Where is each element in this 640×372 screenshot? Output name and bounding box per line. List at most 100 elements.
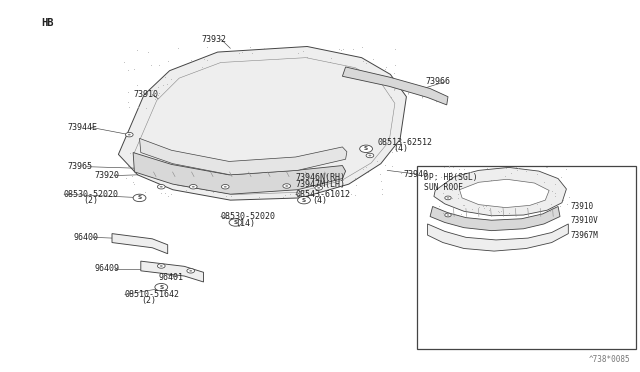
Point [134, 142, 145, 148]
Point [453, 195, 463, 201]
Point [236, 49, 246, 55]
Text: 73910: 73910 [133, 90, 158, 99]
Text: S: S [234, 220, 237, 225]
Circle shape [157, 185, 165, 189]
Circle shape [155, 283, 168, 291]
Point [204, 87, 214, 93]
Point [318, 175, 328, 181]
Point [193, 76, 204, 82]
Point [245, 44, 255, 50]
Point [123, 99, 133, 105]
Point [244, 65, 255, 71]
Point [125, 150, 136, 155]
Circle shape [298, 196, 310, 204]
Point [467, 206, 477, 212]
Point [273, 122, 283, 128]
Point [438, 190, 448, 196]
Point [304, 158, 314, 164]
Polygon shape [134, 58, 395, 195]
Point [330, 77, 340, 83]
Point [389, 62, 399, 68]
Point [156, 102, 166, 108]
Point [444, 163, 454, 169]
Point [162, 81, 172, 87]
Point [525, 197, 536, 203]
Point [181, 187, 191, 193]
Point [278, 194, 288, 200]
Point [506, 186, 516, 192]
Point [298, 48, 308, 54]
Text: S: S [302, 198, 306, 203]
Point [163, 126, 173, 132]
Polygon shape [112, 234, 168, 254]
Polygon shape [140, 138, 347, 175]
Point [248, 75, 258, 81]
Point [295, 143, 305, 149]
Point [390, 147, 401, 153]
Point [122, 131, 132, 137]
Point [337, 139, 348, 145]
Polygon shape [118, 46, 406, 200]
Circle shape [160, 186, 163, 187]
Point [133, 105, 143, 110]
Text: 08510-51642: 08510-51642 [125, 290, 180, 299]
Point [562, 201, 572, 207]
Point [252, 149, 262, 155]
Circle shape [133, 194, 146, 202]
Point [484, 186, 494, 192]
Point [444, 164, 454, 170]
Point [561, 166, 571, 172]
Point [327, 65, 337, 71]
Point [205, 103, 216, 109]
Point [308, 92, 319, 98]
Circle shape [189, 185, 197, 189]
Polygon shape [434, 167, 566, 216]
Point [508, 180, 518, 186]
Point [447, 187, 458, 193]
Point [254, 105, 264, 110]
Point [368, 56, 378, 62]
Text: 08530-52020: 08530-52020 [64, 190, 119, 199]
Point [186, 57, 196, 62]
Text: 73940: 73940 [403, 170, 428, 179]
Point [197, 68, 207, 74]
Point [166, 191, 176, 197]
Point [273, 86, 283, 92]
Point [177, 174, 187, 180]
Point [148, 134, 159, 140]
Point [257, 113, 268, 119]
Point [255, 188, 266, 194]
Point [319, 179, 330, 185]
Point [273, 159, 283, 165]
Point [540, 191, 550, 197]
Point [232, 108, 242, 113]
Point [335, 83, 346, 89]
Point [472, 185, 483, 191]
Point [293, 50, 303, 56]
Circle shape [128, 134, 131, 135]
Point [380, 85, 390, 91]
Point [306, 160, 316, 166]
Bar [417, 166, 636, 349]
Text: (4): (4) [394, 144, 408, 153]
Point [210, 144, 220, 150]
Point [430, 177, 440, 183]
Point [380, 161, 390, 167]
Point [124, 105, 134, 110]
Point [456, 211, 467, 217]
Point [302, 54, 312, 60]
Point [259, 146, 269, 152]
Point [239, 133, 250, 139]
Point [315, 66, 325, 72]
Point [500, 173, 511, 179]
Circle shape [229, 219, 242, 226]
Point [361, 60, 371, 66]
Point [181, 173, 191, 179]
Point [243, 128, 253, 134]
Point [234, 49, 244, 55]
Point [390, 46, 400, 52]
Point [326, 124, 337, 129]
Text: DP: HB(SGL): DP: HB(SGL) [424, 173, 477, 182]
Point [436, 174, 446, 180]
Point [312, 193, 322, 199]
